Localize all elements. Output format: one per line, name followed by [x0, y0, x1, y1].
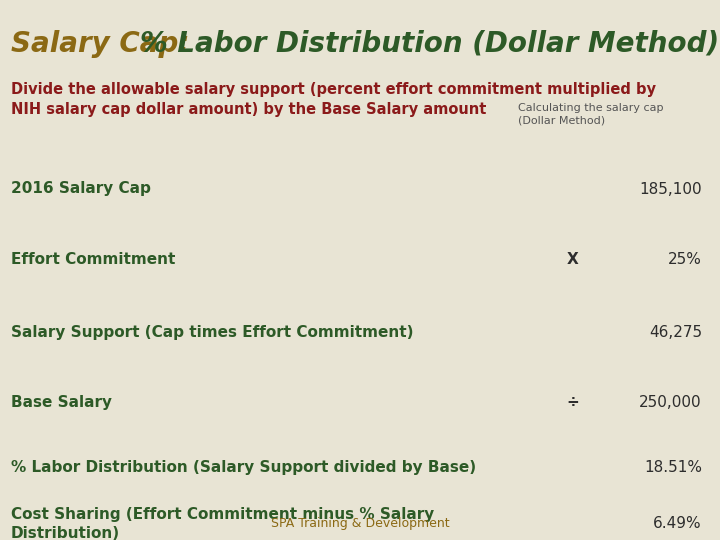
- Text: Salary Support (Cap times Effort Commitment): Salary Support (Cap times Effort Commitm…: [11, 325, 413, 340]
- Text: Effort Commitment: Effort Commitment: [11, 252, 175, 267]
- Text: % Labor Distribution (Salary Support divided by Base): % Labor Distribution (Salary Support div…: [11, 460, 476, 475]
- Text: Cost Sharing (Effort Commitment minus % Salary
Distribution): Cost Sharing (Effort Commitment minus % …: [11, 507, 434, 540]
- Text: ÷: ÷: [566, 395, 579, 410]
- Text: 2016 Salary Cap: 2016 Salary Cap: [11, 181, 150, 197]
- Text: Divide the allowable salary support (percent effort commitment multiplied by
NIH: Divide the allowable salary support (per…: [11, 82, 656, 118]
- Text: 25%: 25%: [668, 252, 702, 267]
- Text: 185,100: 185,100: [639, 181, 702, 197]
- Text: Salary Cap:: Salary Cap:: [11, 30, 199, 58]
- Text: % Labor Distribution (Dollar Method): % Labor Distribution (Dollar Method): [140, 30, 719, 58]
- Text: 6.49%: 6.49%: [653, 516, 702, 531]
- Text: 250,000: 250,000: [639, 395, 702, 410]
- Text: X: X: [567, 252, 578, 267]
- Text: Base Salary: Base Salary: [11, 395, 112, 410]
- Text: 46,275: 46,275: [649, 325, 702, 340]
- Text: SPA Training & Development: SPA Training & Development: [271, 517, 449, 530]
- Text: 18.51%: 18.51%: [644, 460, 702, 475]
- Text: Calculating the salary cap
(Dollar Method): Calculating the salary cap (Dollar Metho…: [518, 103, 664, 126]
